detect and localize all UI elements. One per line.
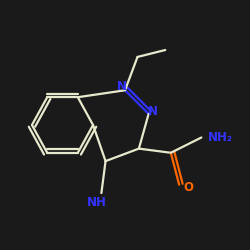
Text: N: N: [148, 104, 158, 118]
Text: N: N: [117, 80, 127, 92]
Text: O: O: [183, 181, 193, 194]
Text: NH₂: NH₂: [208, 131, 233, 144]
Text: NH: NH: [87, 196, 107, 209]
